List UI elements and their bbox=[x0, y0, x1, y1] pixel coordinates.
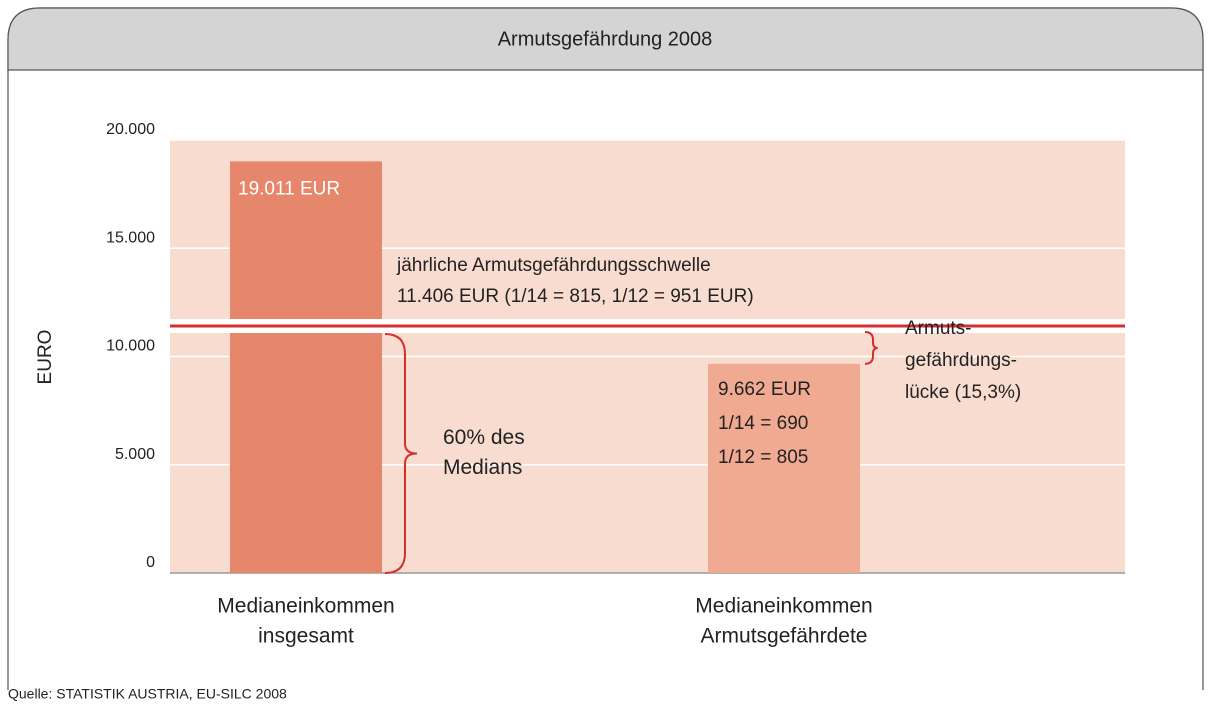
threshold-label: jährliche Armutsgefährdungsschwelle bbox=[396, 255, 711, 276]
value-label: 19.011 EUR bbox=[238, 178, 340, 199]
bar bbox=[708, 363, 860, 573]
y-axis-label: EURO bbox=[35, 330, 56, 385]
gap-label: gefährdungs- bbox=[905, 350, 1017, 371]
brace-label: Medians bbox=[443, 456, 522, 479]
y-tick-label: 5.000 bbox=[115, 446, 155, 463]
x-tick-label: Medianeinkommen bbox=[217, 595, 394, 618]
gap-label: Armuts- bbox=[905, 318, 972, 339]
x-tick-label: Medianeinkommen bbox=[695, 595, 872, 618]
source: Quelle: STATISTIK AUSTRIA, EU-SILC 2008 bbox=[8, 686, 287, 702]
y-tick-label: 15.000 bbox=[106, 229, 155, 246]
x-tick-label: insgesamt bbox=[258, 625, 354, 648]
bar-note: 1/14 = 690 bbox=[718, 413, 808, 434]
x-tick-label: Armutsgefährdete bbox=[701, 625, 868, 648]
bar bbox=[230, 161, 382, 573]
y-tick-label: 0 bbox=[146, 554, 155, 571]
brace-label: 60% des bbox=[443, 426, 525, 449]
bar-note: 1/12 = 805 bbox=[718, 447, 808, 468]
value-label: 9.662 EUR bbox=[718, 379, 811, 400]
threshold-label: 11.406 EUR (1/14 = 815, 1/12 = 951 EUR) bbox=[397, 286, 754, 307]
header-band bbox=[7, 7, 1204, 71]
chart-title: Armutsgefährdung 2008 bbox=[498, 28, 713, 50]
gap-label: lücke (15,3%) bbox=[905, 382, 1021, 403]
median-brace bbox=[384, 333, 418, 574]
y-tick-label: 20.000 bbox=[106, 121, 155, 138]
y-tick-label: 10.000 bbox=[106, 338, 155, 355]
gap-brace bbox=[864, 331, 878, 365]
